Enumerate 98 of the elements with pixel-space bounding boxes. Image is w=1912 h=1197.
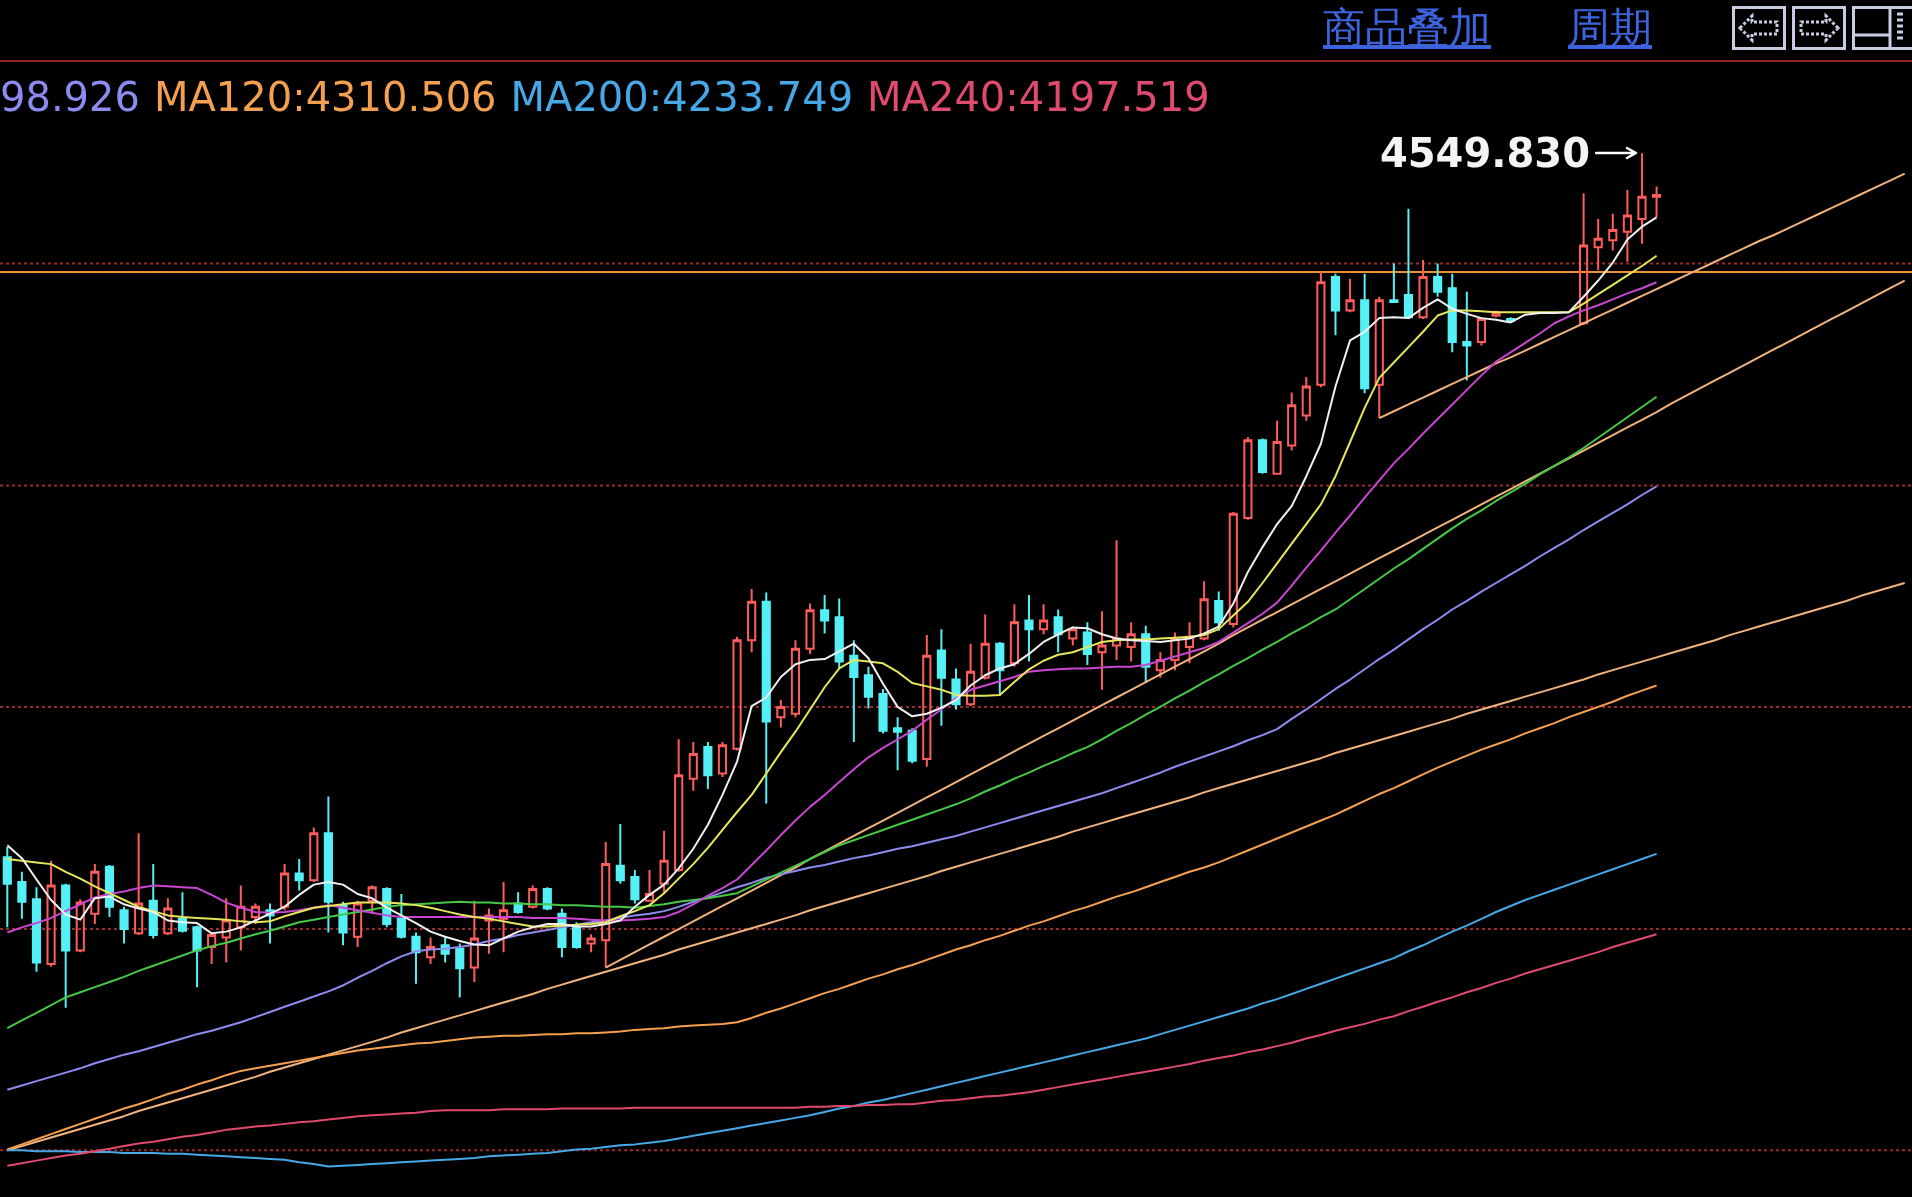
- candlestick: [732, 635, 742, 752]
- candlestick: [425, 936, 436, 966]
- candlestick: [1287, 391, 1297, 452]
- candlestick: [396, 893, 406, 940]
- candlestick: [1345, 277, 1355, 314]
- candlestick: [586, 933, 596, 954]
- candlestick: [192, 924, 202, 989]
- candlestick: [1476, 316, 1487, 347]
- candlestick: [849, 639, 859, 743]
- candlestick: [1272, 419, 1282, 475]
- candlestick: [761, 591, 771, 805]
- candlestick: [1214, 590, 1224, 632]
- candlestick: [236, 884, 246, 952]
- candlestick: [893, 716, 903, 772]
- candlestick: [250, 902, 260, 925]
- candlestick: [1462, 290, 1472, 382]
- candlestick: [907, 727, 917, 765]
- candlestick: [280, 863, 290, 912]
- candlestick: [571, 921, 582, 950]
- candlestick: [922, 634, 932, 768]
- candlestick: [1447, 272, 1457, 354]
- candlestick: [484, 907, 494, 955]
- candlestick: [834, 597, 844, 670]
- candlestick: [995, 640, 1005, 697]
- candlestick: [1622, 188, 1632, 263]
- candlestick: [528, 884, 538, 910]
- candlestick: [703, 740, 713, 790]
- candlestick: [119, 905, 129, 945]
- candlestick: [1111, 539, 1122, 661]
- candlestick: [688, 740, 698, 792]
- candlestick: [805, 602, 815, 655]
- candlestick: [820, 593, 830, 635]
- candlestick: [1039, 603, 1049, 636]
- candlestick: [1243, 435, 1253, 521]
- candlestick: [1155, 651, 1165, 679]
- candlestick: [1184, 621, 1195, 665]
- candlestick: [601, 840, 611, 969]
- candlestick: [936, 628, 946, 727]
- candlestick: [878, 687, 888, 735]
- candlestick: [1330, 272, 1341, 337]
- candlestick: [674, 738, 684, 873]
- candlestick: [1053, 608, 1063, 654]
- candlestick: [1228, 511, 1238, 629]
- candlestick: [1403, 207, 1414, 320]
- candlestick: [513, 891, 523, 915]
- candlestick: [1374, 295, 1384, 420]
- candlestick: [90, 863, 100, 925]
- candlestick: [1579, 192, 1589, 325]
- candlestick: [75, 898, 85, 954]
- candlestick: [615, 822, 625, 885]
- candlestick: [1097, 610, 1107, 691]
- candlestick: [455, 942, 465, 999]
- candlestick: [1360, 272, 1370, 395]
- candlestick: [1257, 437, 1268, 475]
- candlestick: [1637, 152, 1647, 245]
- candlestick: [469, 899, 479, 984]
- candlestick: [207, 931, 217, 966]
- candlestick: [1199, 580, 1209, 642]
- candlestick: [717, 740, 728, 778]
- candlestick: [1024, 593, 1034, 663]
- candlestick: [1491, 309, 1501, 319]
- candlestick: [980, 613, 990, 681]
- candlestick: [1433, 262, 1443, 298]
- candlestick: [498, 881, 509, 954]
- candlestick: [134, 832, 144, 937]
- candlestick: [1316, 270, 1326, 389]
- candlestick: [367, 884, 377, 915]
- candlestick: [353, 899, 363, 948]
- candlestick: [644, 869, 655, 903]
- candlestick: [177, 891, 188, 934]
- candlestick: [863, 665, 873, 710]
- candlestick: [221, 897, 231, 964]
- candlestick: [966, 642, 976, 708]
- candlestick: [776, 699, 786, 729]
- candlestick: [148, 863, 158, 940]
- candlestick: [61, 882, 71, 1009]
- candlestick: [790, 639, 801, 719]
- candlestick: [1652, 185, 1662, 219]
- candlestick: [1389, 262, 1399, 303]
- candlestick: [46, 859, 56, 968]
- candlestick: [1126, 621, 1136, 663]
- candlestick: [630, 869, 640, 905]
- candlestick: [411, 931, 421, 985]
- candlestick: [309, 826, 319, 884]
- candlestick: [2, 846, 12, 929]
- candlestick: [1068, 625, 1078, 647]
- candlestick: [1418, 259, 1428, 320]
- candlestick: [1170, 631, 1180, 672]
- candlestick: [323, 795, 333, 934]
- candlestick: [17, 870, 27, 920]
- candlestick: [1301, 376, 1311, 422]
- candlestick: [163, 897, 173, 937]
- candlestick: [1593, 218, 1603, 272]
- candlestick: [1608, 212, 1618, 252]
- candlestick: [31, 886, 42, 973]
- candlestick: [747, 587, 757, 654]
- candlestick: [294, 857, 304, 892]
- candlestick: [1082, 621, 1092, 667]
